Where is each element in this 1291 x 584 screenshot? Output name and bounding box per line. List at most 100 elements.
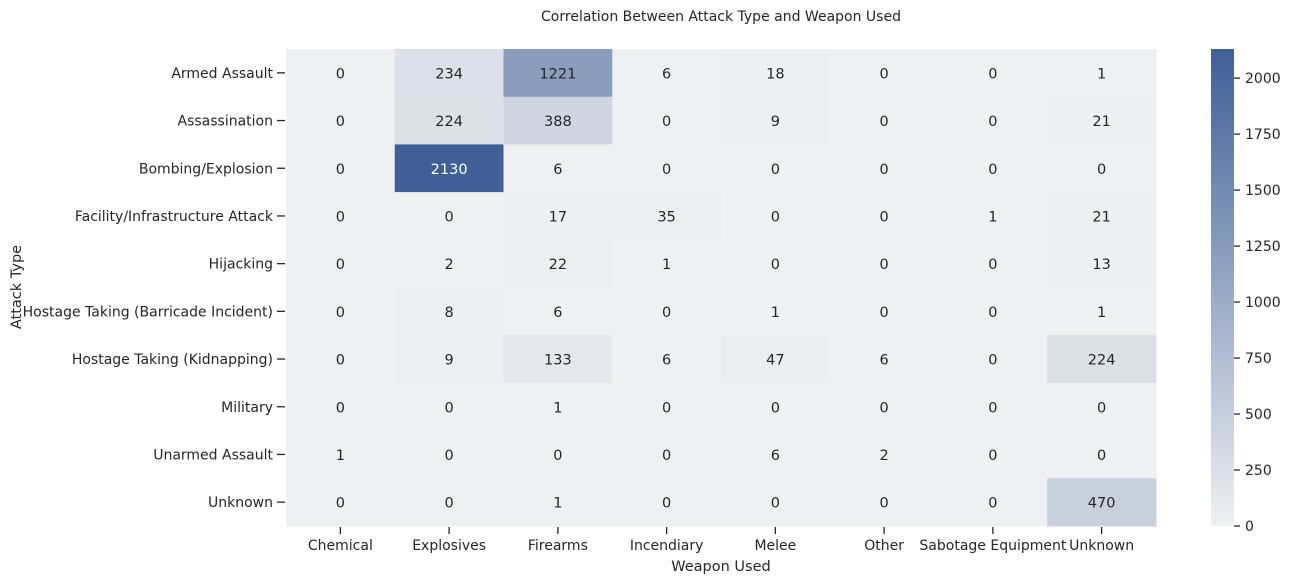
cell-value-label: 1: [336, 448, 345, 464]
cell-value-label: 9: [771, 114, 780, 130]
cell-value-label: 1: [1097, 305, 1106, 321]
heatmap-cell: [394, 478, 504, 527]
cell-value-label: 1: [988, 209, 997, 225]
cell-value-label: 1: [553, 400, 562, 416]
heatmap-cell: [394, 382, 504, 432]
cell-value-label: 0: [336, 496, 345, 512]
cell-value-label: 0: [880, 66, 889, 82]
x-tick-label: Other: [864, 538, 904, 554]
colorbar-tick-label: 2000: [1245, 71, 1281, 87]
cell-value-label: 0: [662, 305, 671, 321]
heatmap-cell: [286, 382, 396, 432]
cell-value-label: 47: [766, 353, 784, 369]
heatmap-cell: [1047, 96, 1157, 145]
cell-value-label: 0: [880, 162, 889, 178]
cell-value-label: 0: [771, 257, 780, 273]
cell-value-label: 0: [880, 496, 889, 512]
cell-value-label: 224: [435, 114, 463, 130]
heatmap-cell: [829, 96, 939, 145]
cell-value-label: 0: [880, 257, 889, 273]
heatmap-cell: [612, 335, 722, 384]
heatmap-cell: [721, 430, 831, 479]
cell-value-label: 6: [662, 66, 671, 82]
heatmap-cell: [829, 287, 939, 336]
heatmap-cell: [938, 96, 1048, 145]
x-axis-label: Weapon Used: [671, 559, 770, 575]
heatmap-cell: [286, 287, 396, 336]
heatmap-cell: [938, 239, 1048, 288]
cell-value-label: 0: [445, 496, 454, 512]
y-tick-label: Unknown: [208, 495, 273, 511]
x-tick-label: Melee: [754, 538, 796, 554]
cell-value-label: 388: [544, 114, 572, 130]
x-tick-label: Chemical: [308, 538, 373, 554]
cell-value-label: 0: [988, 162, 997, 178]
cell-value-label: 18: [766, 66, 784, 82]
x-tick-label: Sabotage Equipment: [919, 538, 1066, 554]
heatmap-cell: [829, 49, 939, 98]
cell-value-label: 0: [988, 66, 997, 82]
cell-value-label: 17: [549, 209, 567, 225]
heatmap-cell: [612, 96, 722, 145]
cell-value-label: 1: [1097, 66, 1106, 82]
cell-value-label: 0: [553, 448, 562, 464]
y-tick-label: Hostage Taking (Barricade Incident): [23, 304, 273, 320]
colorbar-tick-label: 500: [1245, 407, 1272, 423]
cell-value-label: 0: [988, 400, 997, 416]
heatmap-cell: [938, 478, 1048, 527]
cell-value-label: 6: [662, 353, 671, 369]
heatmap-cell: [612, 192, 722, 241]
heatmap-cell: [1047, 382, 1157, 432]
colorbar-tick-label: 1000: [1245, 295, 1281, 311]
heatmap-cell: [286, 239, 396, 288]
cell-value-label: 0: [988, 496, 997, 512]
heatmap-cell: [721, 96, 831, 145]
y-tick-label: Bombing/Explosion: [139, 161, 273, 177]
chart-title: Correlation Between Attack Type and Weap…: [541, 9, 901, 25]
cell-value-label: 0: [445, 209, 454, 225]
y-tick-label: Hijacking: [209, 257, 273, 273]
colorbar-tick-label: 1500: [1245, 183, 1281, 199]
cell-value-label: 0: [1097, 400, 1106, 416]
heatmap-cell: [829, 478, 939, 527]
heatmap-cell: [829, 239, 939, 288]
heatmap-cell: [503, 287, 613, 336]
x-axis-ticks: Chemical Explosives Firearms Incendiary Mele…: [308, 527, 1134, 554]
heatmap-cell: [938, 192, 1048, 241]
y-axis-ticks: Armed Assault Assassination Bombing/Explos…: [23, 66, 285, 511]
heatmap-cell: [394, 287, 504, 336]
heatmap-cell: [612, 144, 722, 193]
heatmap-cell: [1047, 478, 1157, 527]
heatmap-cell: [286, 144, 396, 193]
heatmap-cell: [721, 287, 831, 336]
heatmap-cell: [829, 335, 939, 384]
heatmap-cells: 0 234 1221 6 18 0 0 10 224 388 0 9 0 0 210 2130 6 0 0 0 0 00 0…: [286, 49, 1157, 527]
x-tick-label: Explosives: [412, 538, 486, 554]
heatmap-cell: [938, 382, 1048, 432]
heatmap-cell: [394, 430, 504, 479]
heatmap-cell: [394, 144, 504, 193]
heatmap-cell: [286, 96, 396, 145]
heatmap-cell: [721, 382, 831, 432]
cell-value-label: 0: [771, 400, 780, 416]
heatmap-cell: [721, 239, 831, 288]
heatmap-cell: [394, 192, 504, 241]
cell-value-label: 0: [988, 114, 997, 130]
x-tick-label: Unknown: [1069, 538, 1134, 554]
heatmap-cell: [612, 382, 722, 432]
heatmap-cell: [503, 335, 613, 384]
cell-value-label: 2: [445, 257, 454, 273]
cell-value-label: 0: [771, 496, 780, 512]
x-tick-label: Incendiary: [630, 538, 704, 554]
heatmap-cell: [721, 478, 831, 527]
cell-value-label: 224: [1088, 353, 1116, 369]
colorbar-tick-label: 750: [1245, 351, 1272, 367]
heatmap-cell: [612, 287, 722, 336]
heatmap-cell: [503, 382, 613, 432]
heatmap-cell: [938, 335, 1048, 384]
cell-value-label: 0: [662, 448, 671, 464]
cell-value-label: 0: [988, 448, 997, 464]
heatmap-cell: [612, 478, 722, 527]
heatmap-cell: [394, 49, 504, 98]
y-axis-label: Attack Type: [9, 245, 25, 329]
